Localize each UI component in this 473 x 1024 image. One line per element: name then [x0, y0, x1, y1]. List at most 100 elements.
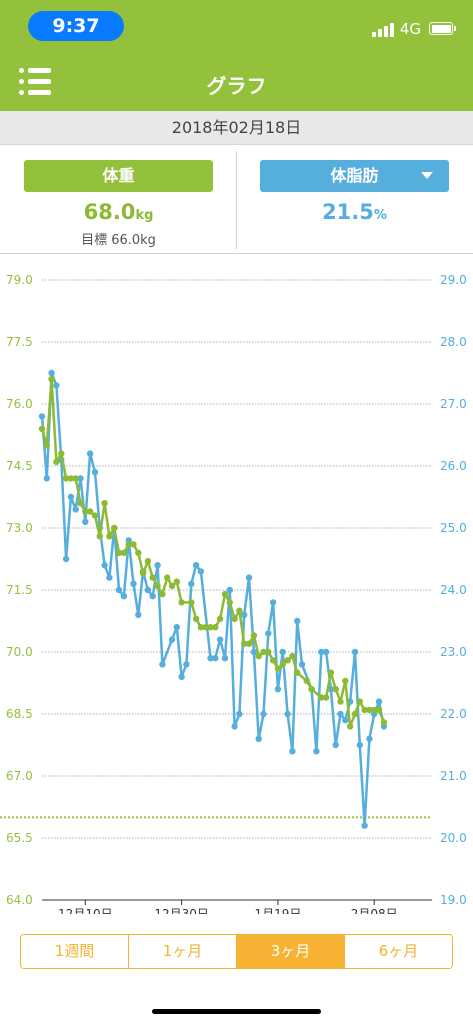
tab-1-month[interactable]: 1ヶ月 — [128, 935, 236, 968]
body-fat-point — [274, 686, 282, 693]
body-fat-unit: % — [373, 208, 387, 223]
weight-point — [111, 524, 118, 532]
weight-point — [212, 624, 219, 631]
goal-weight: 目標 66.0kg — [81, 233, 156, 248]
y-left-tick-label: 68.5 — [6, 707, 33, 721]
weight-point — [38, 425, 46, 432]
current-date: 2018年02月18日 — [0, 111, 473, 145]
weight-point — [197, 624, 205, 631]
body-fat-point — [188, 580, 195, 587]
x-tick-label: 12月30日 — [154, 907, 209, 914]
y-left-tick-label: 65.5 — [6, 831, 33, 845]
body-fat-point — [236, 710, 243, 718]
weight-point — [226, 599, 233, 606]
page-title: グラフ — [206, 74, 267, 98]
weight-point — [332, 686, 339, 693]
body-fat-point — [120, 593, 128, 600]
weight-point — [216, 615, 224, 623]
body-fat-point — [77, 475, 84, 482]
tab-6-months[interactable]: 6ヶ月 — [344, 935, 452, 968]
weight-point — [178, 599, 185, 606]
body-fat-point — [245, 574, 253, 581]
y-left-tick-label: 77.5 — [6, 335, 33, 349]
weight-point — [53, 458, 60, 466]
weight-point — [101, 500, 108, 507]
weight-point — [351, 710, 359, 718]
battery-icon — [429, 22, 456, 35]
body-fat-point — [212, 655, 219, 662]
body-fat-point — [115, 586, 123, 594]
body-fat-point — [322, 648, 330, 656]
body-fat-point — [159, 661, 166, 668]
status-time: 9:37 — [28, 11, 124, 41]
body-fat-point — [294, 617, 301, 625]
weight-point — [72, 475, 79, 482]
y-left-tick-label: 70.0 — [6, 645, 33, 659]
weight-chart[interactable]: 79.0 29.0 77.5 28.0 76.0 27.0 74.5 26.0 73.0 25.0… — [0, 254, 473, 914]
y-right-tick-label: 24.0 — [440, 583, 467, 597]
weight-point — [159, 590, 166, 598]
body-fat-point — [72, 506, 79, 513]
weight-point — [274, 665, 282, 672]
x-tick-label: 2月08日 — [351, 907, 398, 914]
app-header: 9:37 4G グラフ — [0, 0, 473, 111]
weight-point — [337, 698, 344, 705]
body-fat-point — [356, 741, 363, 749]
weight-point — [236, 607, 243, 614]
tab-3-months[interactable]: 3ヶ月 — [236, 935, 344, 968]
body-fat-point — [265, 630, 272, 637]
weight-point — [221, 590, 229, 598]
weight-button[interactable]: 体重 — [24, 160, 213, 192]
body-fat-point — [154, 562, 161, 569]
body-fat-point — [62, 555, 70, 563]
y-right-tick-label: 29.0 — [440, 273, 467, 287]
weight-point — [366, 706, 373, 714]
weight-point — [250, 632, 258, 639]
weight-point — [231, 615, 238, 623]
body-fat-point — [241, 611, 248, 618]
weight-point — [139, 570, 147, 577]
weight-point — [318, 694, 325, 701]
weight-point — [260, 648, 267, 656]
body-fat-point — [82, 518, 89, 525]
y-right-tick-label: 28.0 — [440, 335, 467, 349]
network-type: 4G — [399, 20, 421, 38]
weight-point — [58, 450, 65, 457]
y-left-tick-label: 73.0 — [6, 521, 33, 535]
weight-point — [308, 686, 315, 693]
body-fat-point — [226, 586, 233, 594]
weight-point — [342, 677, 349, 685]
body-fat-button[interactable]: 体脂肪 — [260, 160, 449, 192]
body-fat-point — [91, 469, 99, 476]
weight-value-display: 68.0kg — [24, 200, 213, 224]
y-right-tick-label: 22.0 — [440, 707, 467, 721]
weight-point — [125, 541, 132, 548]
body-fat-point — [144, 586, 152, 594]
y-right-tick-label: 25.0 — [440, 521, 467, 535]
weight-point — [62, 475, 70, 482]
y-right-tick-label: 19.0 — [440, 893, 467, 907]
y-right-tick-label: 23.0 — [440, 645, 467, 659]
list-menu-icon[interactable] — [19, 68, 51, 96]
body-fat-point — [366, 735, 373, 742]
body-fat-point — [53, 382, 60, 389]
signal-icon — [371, 21, 394, 37]
body-fat-point — [284, 710, 291, 718]
body-fat-point — [48, 369, 55, 377]
y-left-tick-label: 71.5 — [6, 583, 33, 597]
weight-point — [149, 574, 156, 581]
x-tick-label: 12月10日 — [58, 907, 113, 914]
body-fat-point — [221, 655, 229, 662]
period-tabs: 1週間 1ヶ月 3ヶ月 6ヶ月 — [20, 934, 453, 969]
y-left-tick-label: 76.0 — [6, 397, 33, 411]
weight-point — [43, 442, 50, 449]
tab-1-week[interactable]: 1週間 — [21, 935, 128, 968]
chart-svg: 79.0 29.0 77.5 28.0 76.0 27.0 74.5 26.0 73.0 25.0… — [0, 273, 467, 914]
body-fat-point — [298, 661, 306, 668]
y-left-tick-label: 79.0 — [6, 273, 33, 287]
body-fat-point — [183, 661, 190, 668]
body-fat-point — [313, 748, 320, 755]
weight-point — [144, 557, 152, 565]
weight-point — [106, 533, 113, 540]
weight-point — [48, 376, 55, 383]
